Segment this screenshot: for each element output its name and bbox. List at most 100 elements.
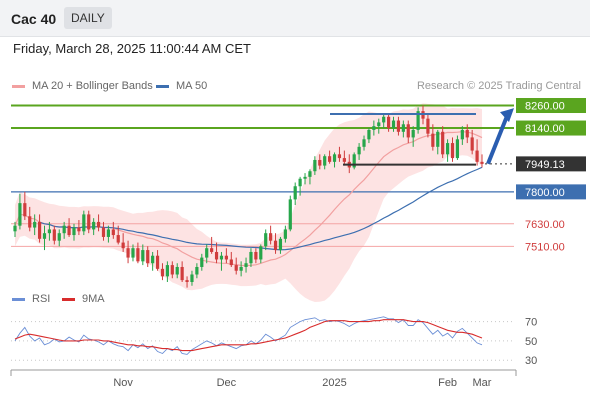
candle-body <box>313 159 317 172</box>
interval-button[interactable]: DAILY <box>64 7 112 29</box>
candle-body <box>28 216 32 228</box>
candle <box>323 154 327 170</box>
candle-body <box>264 233 268 247</box>
candle-body <box>67 225 71 236</box>
candle <box>87 210 91 234</box>
annotations <box>330 108 514 166</box>
candle-body <box>33 221 37 228</box>
level-tag-bg <box>516 156 586 172</box>
candle <box>460 126 464 145</box>
candle-body <box>362 139 366 147</box>
candle-body <box>151 255 155 264</box>
candle <box>28 206 32 232</box>
candle <box>72 223 76 241</box>
level-tag-label: 7949.13 <box>525 159 565 171</box>
candle <box>106 225 110 243</box>
candle <box>175 263 179 279</box>
candle-body <box>146 250 150 264</box>
candle <box>273 233 278 254</box>
candle <box>352 152 356 170</box>
candle <box>426 113 430 138</box>
candle-body <box>441 131 445 155</box>
rsi-tick-label: 30 <box>525 355 537 367</box>
level-tag-bg <box>516 184 586 200</box>
candle <box>111 221 115 239</box>
candle-body <box>234 265 238 271</box>
candle-body <box>214 251 219 260</box>
candle-body <box>372 126 376 130</box>
candle-body <box>396 120 401 132</box>
candle <box>62 221 66 239</box>
candle <box>269 225 273 245</box>
level-tag-bg <box>516 98 586 114</box>
candle-body <box>298 178 302 187</box>
candle <box>47 221 52 241</box>
x-tick-label: 2025 <box>322 377 346 389</box>
candle <box>57 229 61 247</box>
candle <box>219 251 224 271</box>
legend-rsi-ma: 9MA <box>62 293 105 305</box>
candle-body <box>352 154 356 168</box>
candle-body <box>165 265 169 277</box>
candle <box>259 244 263 264</box>
candle-body <box>160 268 165 277</box>
candle <box>116 225 120 245</box>
candle <box>155 250 160 271</box>
candle <box>249 248 253 267</box>
candle <box>377 118 381 134</box>
candle-body <box>62 225 66 234</box>
candle <box>18 193 22 230</box>
candle <box>205 244 209 264</box>
candle <box>337 146 342 162</box>
candle-body <box>401 124 405 132</box>
candle-body <box>431 133 435 147</box>
candle-body <box>219 255 224 260</box>
candle-body <box>455 139 460 159</box>
level-tag-label: 8260.00 <box>525 101 565 113</box>
candle <box>121 233 125 252</box>
candle <box>416 107 420 134</box>
candle-body <box>308 171 312 177</box>
candle <box>13 221 17 237</box>
bollinger-swatch <box>12 84 25 88</box>
candle <box>52 225 56 245</box>
candle-body <box>249 251 253 264</box>
rsi-line <box>14 316 483 355</box>
candle <box>254 248 258 264</box>
candle <box>445 139 450 162</box>
candle <box>33 214 37 236</box>
candle <box>195 263 199 279</box>
candle-body <box>416 111 420 130</box>
candle-body <box>185 280 189 282</box>
candle-body <box>254 251 258 260</box>
candle <box>313 156 317 175</box>
candle <box>239 261 243 277</box>
candle-body <box>436 131 440 147</box>
candle-body <box>37 221 42 239</box>
candle-body <box>445 143 450 155</box>
timestamp: Friday, March 28, 2025 11:00:44 AM CET <box>13 41 251 56</box>
candle-body <box>283 229 287 239</box>
candle <box>200 253 204 271</box>
candle <box>136 242 140 264</box>
header-bar: Cac 40 DAILY <box>0 0 590 37</box>
candle-body <box>52 229 56 241</box>
candle <box>146 246 150 267</box>
candle-body <box>450 143 455 159</box>
candle <box>82 210 86 236</box>
level-tag-bg <box>516 120 586 136</box>
candle <box>229 251 233 267</box>
candle <box>293 182 297 206</box>
candle-body <box>200 257 204 267</box>
candle-body <box>190 274 194 282</box>
level-tag-label: 7510.00 <box>525 241 565 253</box>
candle <box>131 244 135 262</box>
candle-body <box>426 118 430 134</box>
candle-body <box>87 214 91 230</box>
candle-body <box>303 176 307 179</box>
candle <box>190 270 194 286</box>
candle-body <box>293 186 297 200</box>
level-tag-label: 7800.00 <box>525 187 565 199</box>
legend-bollinger: MA 20 + Bollinger Bands <box>12 80 153 92</box>
x-tick-label: Mar <box>473 377 492 389</box>
